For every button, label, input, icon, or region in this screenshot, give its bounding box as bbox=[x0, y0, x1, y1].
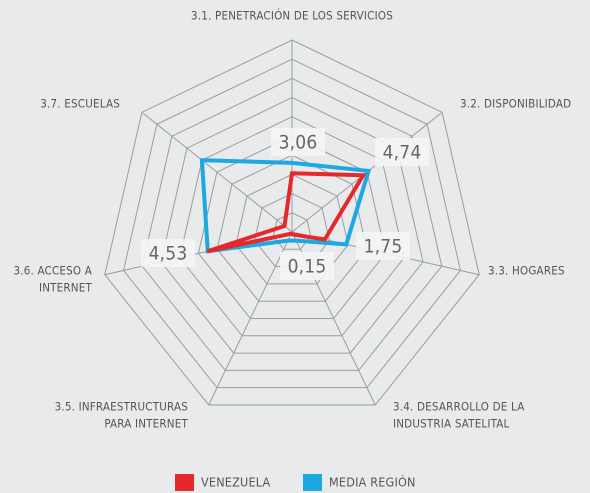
axis-spoke bbox=[141, 111, 293, 233]
axis-label: 3.6. ACCESO A bbox=[13, 264, 92, 278]
value-label-box bbox=[141, 239, 195, 267]
grid-ring bbox=[179, 116, 405, 337]
grid-ring bbox=[272, 212, 312, 250]
axis-spoke bbox=[208, 231, 293, 406]
grid-ring bbox=[104, 39, 480, 406]
axis-label: 3.3. HOGARES bbox=[488, 264, 565, 278]
axis-label: 3.7. ESCUELAS bbox=[40, 97, 120, 111]
axis-label: 3.4. DESARROLLO DE LA bbox=[393, 400, 525, 414]
axis-label: 3.2. DISPONIBILIDAD bbox=[460, 97, 571, 111]
axis-label: INTERNET bbox=[39, 281, 93, 295]
grid-ring bbox=[122, 58, 462, 389]
axis-label: INDUSTRIA SATELITAL bbox=[393, 417, 510, 431]
grid-ring bbox=[160, 97, 424, 354]
series-line bbox=[199, 158, 372, 254]
legend-label: VENEZUELA bbox=[201, 475, 270, 490]
value-label: 4,53 bbox=[149, 243, 188, 265]
value-label-box bbox=[356, 232, 410, 260]
grid-ring bbox=[197, 135, 387, 319]
grid-ring bbox=[235, 173, 349, 285]
value-label: 0,15 bbox=[288, 256, 327, 278]
value-label-box bbox=[271, 128, 325, 156]
legend-swatch bbox=[175, 474, 194, 491]
grid-ring bbox=[216, 154, 368, 302]
value-label: 4,74 bbox=[383, 142, 422, 164]
value-label-box bbox=[280, 252, 334, 280]
value-label-box bbox=[375, 138, 429, 166]
value-label: 1,75 bbox=[364, 236, 403, 258]
axis-label: 3.1. PENETRACIÓN DE LOS SERVICIOS bbox=[191, 8, 393, 23]
legend-swatch bbox=[303, 474, 322, 491]
legend-label: MEDIA REGIÓN bbox=[329, 475, 416, 490]
value-label: 3,06 bbox=[279, 132, 318, 154]
series-line bbox=[206, 171, 367, 254]
axis-label: PARA INTERNET bbox=[104, 417, 188, 431]
axis-label: 3.5. INFRAESTRUCTURAS bbox=[55, 400, 188, 414]
